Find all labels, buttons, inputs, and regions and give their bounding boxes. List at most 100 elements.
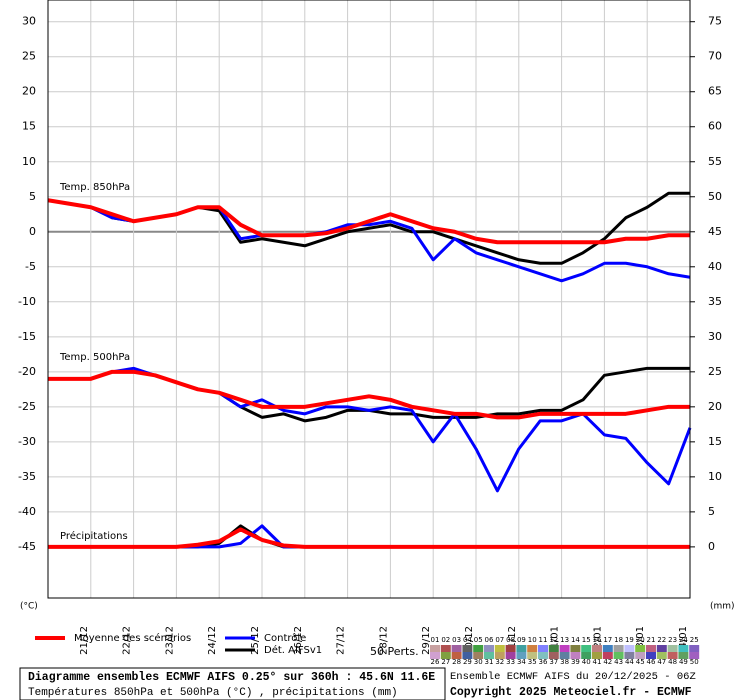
perturbation-number: 27 xyxy=(441,658,450,666)
legend-label: Contrôle xyxy=(264,632,306,644)
perturbation-number: 35 xyxy=(528,658,537,666)
footer-run: Ensemble ECMWF AIFS du 20/12/2025 - 06Z xyxy=(450,671,696,683)
perturbation-swatch xyxy=(689,652,700,659)
perturbation-swatch xyxy=(538,645,548,652)
perturbation-number: 19 xyxy=(625,636,634,644)
perturbation-swatch xyxy=(494,645,505,652)
y2-tick-label: 70 xyxy=(708,50,722,63)
perturbation-number: 24 xyxy=(679,636,688,644)
perturbation-number: 10 xyxy=(528,636,537,644)
footer-box xyxy=(19,667,446,700)
y-tick-label: 20 xyxy=(22,85,36,98)
y2-tick-label: 15 xyxy=(708,435,722,448)
perturbation-number: 30 xyxy=(474,658,483,666)
perturbation-swatch xyxy=(646,652,656,659)
perturbation-swatch xyxy=(656,652,667,659)
perturbation-number: 21 xyxy=(647,636,656,644)
footer-clip: Diagramme ensembles ECMWF AIFS 0.25° sur… xyxy=(28,671,435,684)
perturbation-number: 29 xyxy=(463,658,472,666)
perturbation-number: 06 xyxy=(485,636,494,644)
perturbation-swatch xyxy=(559,652,570,659)
perturbation-swatch xyxy=(559,645,570,652)
perturbation-swatch xyxy=(494,652,505,659)
x-tick-label: 27/12 xyxy=(336,626,347,655)
perturbation-swatch xyxy=(635,645,646,652)
perturbation-swatch xyxy=(635,652,646,659)
perturbation-swatch xyxy=(602,645,613,652)
y2-tick-label: 50 xyxy=(708,190,722,203)
x-tick-label: 30/12 xyxy=(464,626,475,655)
x-tick-label: 03/01 xyxy=(635,626,646,655)
perturbation-number: 43 xyxy=(614,658,623,666)
plot-area xyxy=(47,0,691,599)
perturbation-swatch xyxy=(548,652,559,659)
perturbation-swatch xyxy=(646,645,656,652)
perturbation-number: 34 xyxy=(517,658,526,666)
x-tick-label: 28/12 xyxy=(378,626,389,655)
perturbation-swatch xyxy=(667,652,678,659)
y2-tick-label: 0 xyxy=(708,540,715,553)
y2-tick-label: 25 xyxy=(708,365,722,378)
perturbation-swatch xyxy=(656,645,667,652)
x-tick-label: 31/12 xyxy=(507,626,518,655)
perturbation-swatch xyxy=(602,652,613,659)
footer-title: Diagramme ensembles ECMWF AIFS 0.25° sur… xyxy=(28,671,435,684)
perturbation-swatch xyxy=(592,652,602,659)
perturbation-swatch xyxy=(451,645,462,652)
perturbation-swatch xyxy=(613,645,624,652)
perturbation-swatch xyxy=(473,645,484,652)
perturbation-number: 45 xyxy=(636,658,645,666)
perturbation-number: 16 xyxy=(593,636,602,644)
x-tick-label: 23/12 xyxy=(164,626,175,655)
perturbation-number: 12 xyxy=(549,636,558,644)
y2-axis-label: (mm) xyxy=(710,602,735,612)
perturbation-swatch xyxy=(505,652,516,659)
perturbation-swatch xyxy=(581,645,592,652)
perturbation-number: 49 xyxy=(679,658,688,666)
perturbation-swatch xyxy=(527,652,538,659)
perturbation-swatch xyxy=(592,645,602,652)
y-tick-label: -35 xyxy=(18,470,36,483)
perturbation-number: 01 xyxy=(431,636,440,644)
perturbation-swatch xyxy=(570,652,581,659)
legend-label: Moyenne des scénarios xyxy=(74,632,191,644)
x-tick-label: 29/12 xyxy=(421,626,432,655)
perturbation-number: 47 xyxy=(657,658,666,666)
y-tick-label: -40 xyxy=(18,505,36,518)
group-label: Précipitations xyxy=(60,530,128,542)
y2-tick-label: 45 xyxy=(708,225,722,238)
y-tick-label: 10 xyxy=(22,155,36,168)
perturbation-swatch xyxy=(538,652,548,659)
perturbation-number: 39 xyxy=(571,658,580,666)
perturbation-swatch xyxy=(570,645,581,652)
perturbation-swatch xyxy=(462,645,473,652)
x-tick-label: 25/12 xyxy=(250,626,261,655)
perturbation-number: 03 xyxy=(452,636,461,644)
perturbation-swatch xyxy=(624,652,635,659)
x-tick-label: 01/01 xyxy=(550,626,561,655)
x-tick-label: 24/12 xyxy=(207,626,218,655)
perturbation-number: 04 xyxy=(463,636,472,644)
perturbation-number: 32 xyxy=(495,658,504,666)
y-tick-label: -5 xyxy=(25,260,36,273)
perturbation-swatch xyxy=(462,652,473,659)
perturbation-swatch xyxy=(440,645,451,652)
perturbation-number: 23 xyxy=(668,636,677,644)
perturbation-number: 20 xyxy=(636,636,645,644)
perturbation-swatch xyxy=(678,645,689,652)
y-tick-label: -45 xyxy=(18,540,36,553)
perturbation-number: 26 xyxy=(431,658,440,666)
perturbation-swatch xyxy=(516,645,527,652)
perturbation-number: 25 xyxy=(690,636,699,644)
x-tick-label: 04/01 xyxy=(678,626,689,655)
perturbation-number: 44 xyxy=(625,658,634,666)
perturbation-number: 50 xyxy=(690,658,699,666)
perturbation-swatch xyxy=(505,645,516,652)
perturbation-swatch xyxy=(689,645,700,652)
perturbation-number: 05 xyxy=(474,636,483,644)
y-tick-label: -10 xyxy=(18,295,36,308)
perturbation-number: 18 xyxy=(614,636,623,644)
perturbation-number: 36 xyxy=(539,658,548,666)
perturbation-number: 37 xyxy=(549,658,558,666)
